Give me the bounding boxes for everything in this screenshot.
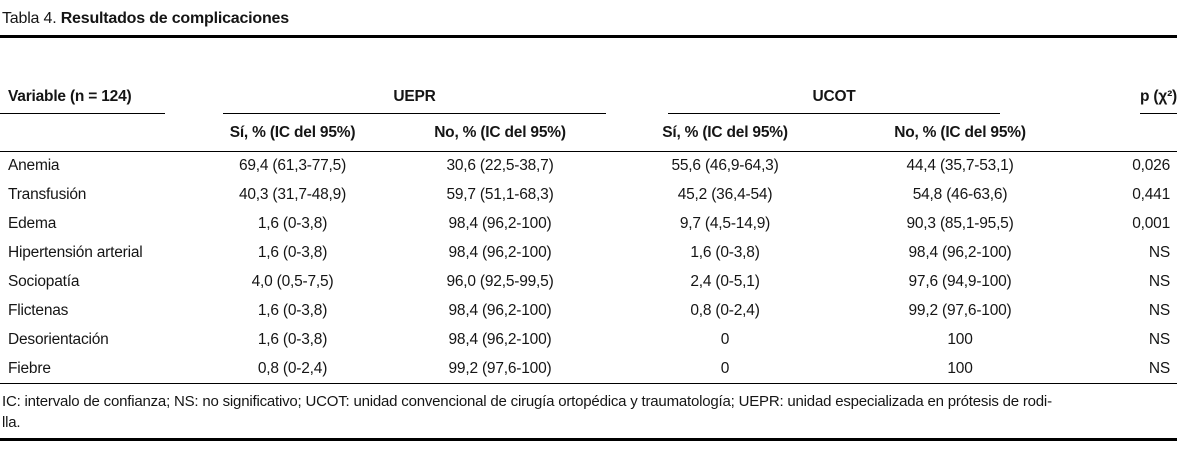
cell-variable: Hipertensión arterial bbox=[8, 244, 143, 261]
cell-ucot-no: 44,4 (35,7-53,1) bbox=[906, 157, 1014, 175]
variable-header-cell: Variable (n = 124) bbox=[0, 38, 195, 114]
cell-uepr-si: 1,6 (0-3,8) bbox=[257, 331, 328, 348]
cell-uepr-si: 69,4 (61,3-77,5) bbox=[238, 157, 347, 175]
cell-ucot-si: 0 bbox=[720, 331, 730, 348]
ucot-group-header: UCOT bbox=[668, 88, 1001, 114]
cell-uepr-no: 98,4 (96,2-100) bbox=[448, 302, 552, 319]
caption-title: Resultados de complicaciones bbox=[60, 10, 289, 27]
cell-variable: Transfusión bbox=[8, 186, 87, 203]
cell-uepr-no: 98,4 (96,2-100) bbox=[448, 244, 552, 261]
cell-ucot-no: 99,2 (97,6-100) bbox=[908, 302, 1012, 319]
cell-ucot-si: 9,7 (4,5-14,9) bbox=[679, 215, 771, 232]
uepr-group-header-cell: UEPR bbox=[195, 38, 610, 114]
cell-ucot-no: 100 bbox=[840, 354, 1081, 384]
cell-ucot-no: 98,4 (96,2-100) bbox=[908, 244, 1012, 261]
cell-ucot-si: 0,8 (0-2,4) bbox=[690, 302, 760, 319]
uepr-si-subheader: Sí, % (IC del 95%) bbox=[195, 114, 390, 152]
cell-ucot-si: 55,6 (46,9-64,3) bbox=[671, 157, 779, 175]
cell-variable: Fiebre bbox=[0, 354, 195, 384]
cell-variable: Anemia bbox=[8, 157, 60, 175]
uepr-group-header: UEPR bbox=[223, 88, 607, 114]
cell-ucot-si: 0 bbox=[610, 354, 841, 384]
bottom-divider bbox=[0, 438, 1177, 441]
cell-p-value: NS bbox=[1148, 273, 1171, 290]
cell-p-value: 0,001 bbox=[1132, 215, 1171, 232]
cell-uepr-si: 1,6 (0-3,8) bbox=[257, 302, 328, 319]
cell-ucot-no: 90,3 (85,1-95,5) bbox=[906, 215, 1014, 232]
cell-uepr-no: 99,2 (97,6-100) bbox=[390, 354, 611, 384]
table-row: Transfusión 40,3 (31,7-48,9) 59,7 (51,1-… bbox=[0, 181, 1177, 210]
ucot-si-subheader: Sí, % (IC del 95%) bbox=[610, 114, 841, 152]
cell-uepr-no: 98,4 (96,2-100) bbox=[448, 215, 552, 232]
variable-header: Variable (n = 124) bbox=[0, 88, 165, 114]
cell-ucot-si: 1,6 (0-3,8) bbox=[690, 244, 760, 261]
cell-uepr-no: 30,6 (22,5-38,7) bbox=[446, 157, 554, 175]
table-row: Edema 1,6 (0-3,8) 98,4 (96,2-100) 9,7 (4… bbox=[0, 210, 1177, 239]
footnote-line: lla. bbox=[2, 414, 21, 431]
cell-variable: Edema bbox=[8, 215, 57, 232]
cell-ucot-no: 100 bbox=[947, 331, 973, 348]
cell-uepr-no: 98,4 (96,2-100) bbox=[448, 331, 552, 348]
table-row: Desorientación 1,6 (0-3,8) 98,4 (96,2-10… bbox=[0, 326, 1177, 355]
cell-ucot-no: 97,6 (94,9-100) bbox=[908, 273, 1012, 290]
table-row: Flictenas 1,6 (0-3,8) 98,4 (96,2-100) 0,… bbox=[0, 297, 1177, 326]
p-value-header: p (χ²) bbox=[1140, 88, 1177, 114]
subheader-spacer bbox=[1080, 114, 1177, 152]
table-row: Hipertensión arterial 1,6 (0-3,8) 98,4 (… bbox=[0, 239, 1177, 268]
footnote-line: IC: intervalo de confianza; NS: no signi… bbox=[2, 393, 1052, 410]
table-row: Fiebre 0,8 (0-2,4) 99,2 (97,6-100) 0 100… bbox=[0, 354, 1177, 384]
subheader-spacer bbox=[0, 114, 195, 152]
results-table: Variable (n = 124) UEPR UCOT p (χ²) Sí, … bbox=[0, 38, 1177, 384]
cell-uepr-si: 4,0 (0,5-7,5) bbox=[251, 273, 334, 290]
cell-uepr-no: 59,7 (51,1-68,3) bbox=[446, 186, 554, 203]
cell-p-value: NS bbox=[1148, 244, 1171, 261]
table-footnote: IC: intervalo de confianza; NS: no signi… bbox=[2, 391, 1177, 433]
cell-ucot-si: 45,2 (36,4-54) bbox=[677, 186, 773, 203]
uepr-no-subheader: No, % (IC del 95%) bbox=[390, 114, 611, 152]
cell-uepr-si: 40,3 (31,7-48,9) bbox=[238, 186, 347, 203]
ucot-no-subheader: No, % (IC del 95%) bbox=[840, 114, 1081, 152]
table-row: Anemia 69,4 (61,3-77,5) 30,6 (22,5-38,7)… bbox=[0, 152, 1177, 181]
cell-variable: Desorientación bbox=[8, 331, 109, 348]
table-caption: Tabla 4. Resultados de complicaciones bbox=[2, 9, 1177, 29]
cell-ucot-no: 54,8 (46-63,6) bbox=[912, 186, 1008, 203]
cell-uepr-si: 1,6 (0-3,8) bbox=[257, 244, 328, 261]
p-value-header-cell: p (χ²) bbox=[1080, 38, 1177, 114]
group-header-row: Variable (n = 124) UEPR UCOT p (χ²) bbox=[0, 38, 1177, 114]
top-divider bbox=[0, 35, 1177, 38]
cell-ucot-si: 2,4 (0-5,1) bbox=[690, 273, 760, 290]
cell-p-value: NS bbox=[1080, 354, 1177, 384]
cell-p-value: 0,026 bbox=[1132, 157, 1171, 175]
cell-variable: Flictenas bbox=[8, 302, 69, 319]
cell-uepr-si: 1,6 (0-3,8) bbox=[257, 215, 328, 232]
subheader-row: Sí, % (IC del 95%) No, % (IC del 95%) Sí… bbox=[0, 114, 1177, 152]
cell-uepr-si: 0,8 (0-2,4) bbox=[195, 354, 390, 384]
cell-p-value: NS bbox=[1148, 302, 1171, 319]
cell-p-value: NS bbox=[1148, 331, 1171, 348]
cell-variable: Sociopatía bbox=[8, 273, 80, 290]
table-row: Sociopatía 4,0 (0,5-7,5) 96,0 (92,5-99,5… bbox=[0, 268, 1177, 297]
ucot-group-header-cell: UCOT bbox=[610, 38, 1080, 114]
cell-uepr-no: 96,0 (92,5-99,5) bbox=[446, 273, 554, 290]
caption-label: Tabla 4. bbox=[2, 10, 57, 27]
cell-p-value: 0,441 bbox=[1132, 186, 1171, 203]
